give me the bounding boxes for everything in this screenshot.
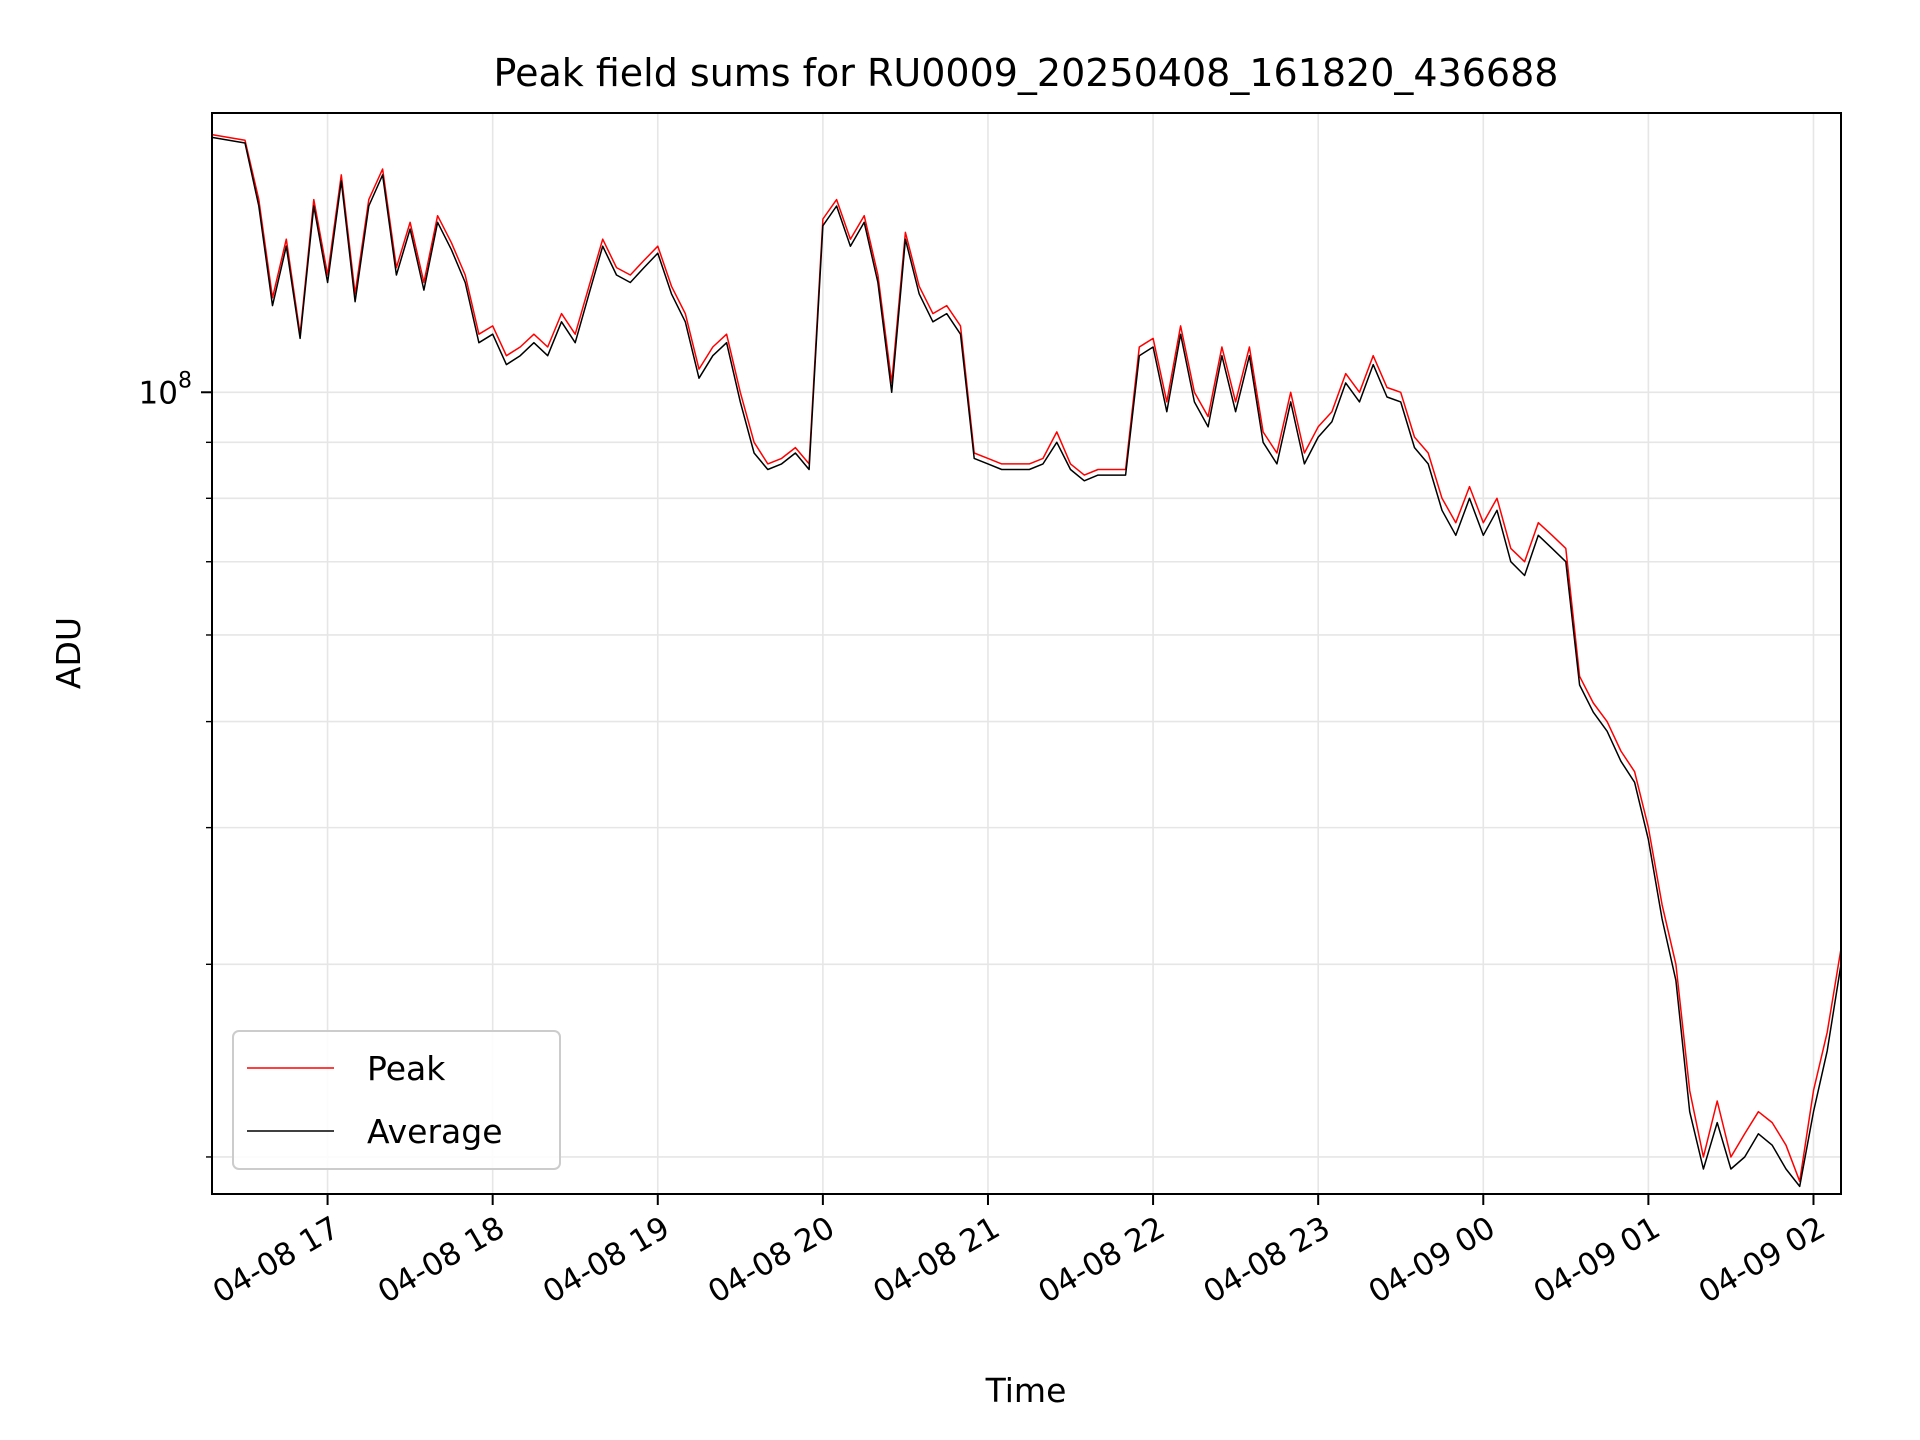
series-layer	[211, 133, 1842, 1188]
legend-box	[232, 1030, 561, 1170]
legend-label-peak: Peak	[367, 1049, 446, 1088]
legend: Peak Average	[232, 1030, 561, 1170]
series-line-average	[211, 136, 1842, 1188]
y-axis-label: ADU	[49, 617, 88, 689]
grid	[212, 113, 1841, 1194]
chart-title: Peak field sums for RU0009_20250408_1618…	[494, 51, 1559, 95]
series-line-peak	[211, 133, 1842, 1183]
x-axis-label: Time	[985, 1371, 1067, 1410]
y-tick-label: 10	[139, 375, 178, 411]
y-tick-label-exponent: 8	[178, 368, 192, 393]
plot-frame	[211, 112, 1842, 1195]
y-tick-label-base: 10	[139, 375, 178, 411]
legend-label-average: Average	[367, 1112, 503, 1151]
